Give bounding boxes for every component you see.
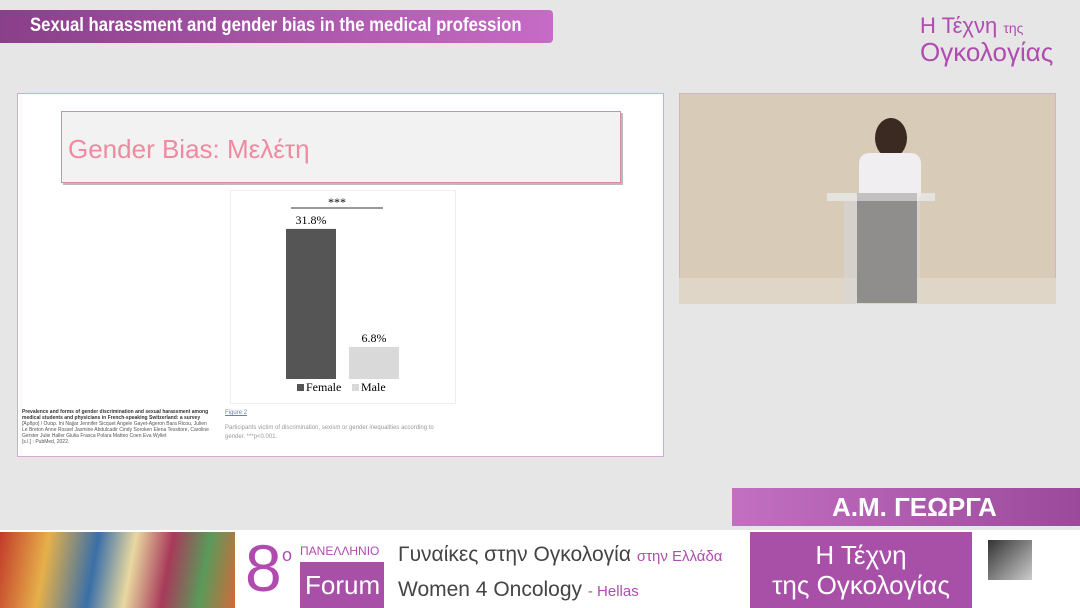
greek-text: Γυναίκες στην Ογκολογία bbox=[398, 543, 631, 566]
logo-text: της bbox=[1003, 20, 1024, 36]
logo: Η Τέχνη της Ογκολογίας bbox=[920, 14, 1053, 66]
slide-title: Gender Bias: Μελέτη bbox=[68, 134, 310, 164]
english-text: Women 4 Oncology bbox=[398, 578, 583, 601]
painting bbox=[0, 532, 235, 608]
slide-title-box: Gender Bias: Μελέτη bbox=[61, 111, 621, 183]
english-line: Women 4 Oncology - Hellas bbox=[398, 578, 639, 602]
logo-text: Η Τέχνη bbox=[920, 13, 998, 38]
greek-line: Γυναίκες στην Ογκολογία στην Ελλάδα bbox=[398, 543, 722, 567]
footer-logo-text: της Ογκολογίας bbox=[772, 570, 950, 600]
footer-logo-box: Η Τέχνη της Ογκολογίας bbox=[750, 532, 972, 608]
citation-source: [s.l.] : PubMed, 2022. bbox=[22, 439, 70, 445]
citation: Prevalence and forms of gender discrimin… bbox=[22, 409, 212, 445]
forum-number: 8 bbox=[245, 531, 282, 605]
forum-superscript: ο bbox=[282, 545, 293, 565]
legend-swatch bbox=[297, 384, 304, 391]
english-suffix: - Hellas bbox=[587, 583, 639, 600]
citation-authors: [Άρθρο] / Ουαρ. Ini Najjar Jennifer Sicq… bbox=[22, 421, 209, 439]
bar bbox=[286, 228, 336, 379]
value-label: 6.8% bbox=[362, 331, 387, 345]
significance: *** bbox=[328, 195, 346, 209]
chart: 31.8% Female 6.8% Male *** bbox=[230, 190, 456, 404]
bar bbox=[349, 346, 399, 379]
speaker-name: Α.Μ. ΓΕΩΡΓΑ bbox=[832, 492, 997, 522]
speaker-video bbox=[679, 93, 1056, 304]
forum-box bbox=[300, 562, 384, 608]
slide: Gender Bias: Μελέτη 31.8% Female 6.8% Male *… bbox=[17, 93, 664, 457]
panhellenic: ΠΑΝΕΛΛΗΝΙΟ bbox=[300, 544, 380, 558]
value-label: 31.8% bbox=[296, 213, 327, 227]
figure-caption: Participants victim of discrimination, s… bbox=[225, 425, 434, 440]
legend-label: Male bbox=[361, 380, 386, 394]
logo-text: Ογκολογίας bbox=[920, 37, 1054, 67]
header-title: Sexual harassment and gender bias in the… bbox=[30, 15, 522, 36]
partner-logo bbox=[988, 540, 1032, 580]
footer-logo-text: Η Τέχνη bbox=[815, 540, 907, 570]
figure-label: Figure 2 bbox=[225, 410, 248, 416]
greek-suffix: στην Ελλάδα bbox=[636, 548, 723, 565]
header-bar bbox=[0, 10, 553, 43]
legend-label: Female bbox=[306, 380, 341, 394]
citation-title: Prevalence and forms of gender discrimin… bbox=[22, 409, 209, 421]
speaker-bar bbox=[732, 488, 1080, 526]
legend-swatch bbox=[352, 384, 359, 391]
forum-text: Forum bbox=[305, 570, 381, 600]
